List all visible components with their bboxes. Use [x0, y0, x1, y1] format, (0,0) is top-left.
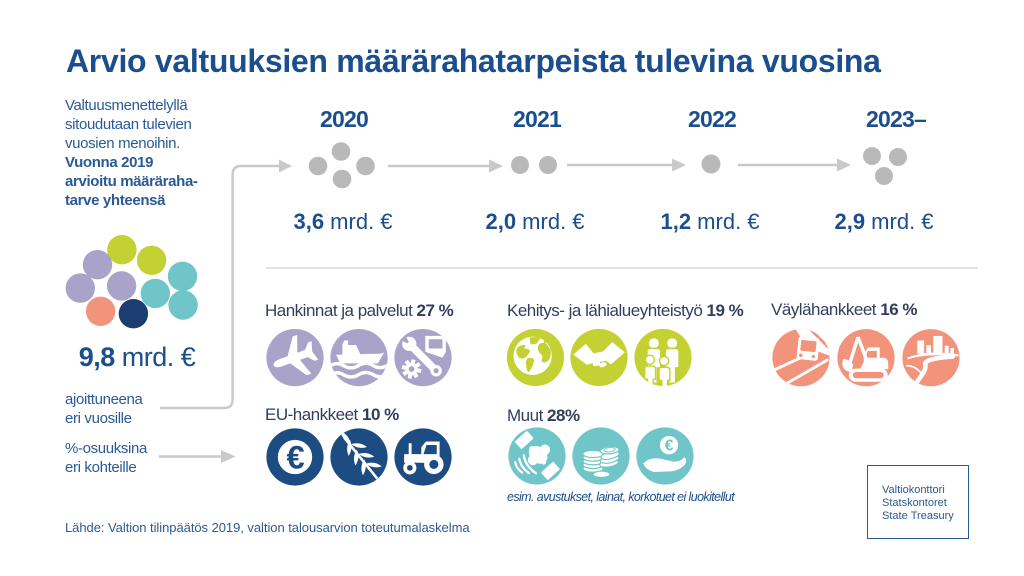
svg-text:€: €: [665, 438, 674, 455]
svg-text:€: €: [287, 438, 305, 475]
